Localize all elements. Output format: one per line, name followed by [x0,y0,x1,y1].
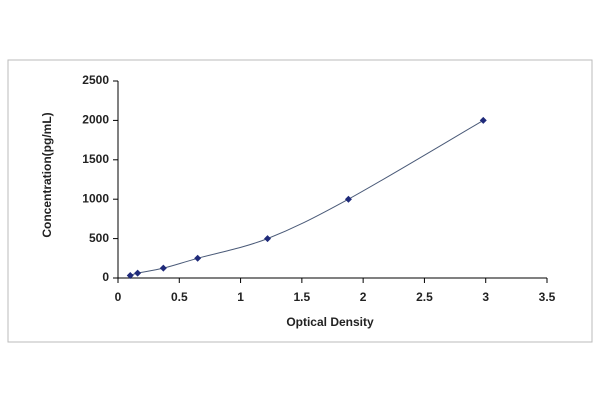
y-tick-label: 2500 [82,73,109,87]
data-point [264,235,272,243]
x-tick-label: 0.5 [171,290,188,304]
data-point [159,264,167,272]
data-point [479,116,487,124]
x-tick-label: 1 [237,290,244,304]
data-point [194,254,202,262]
x-tick-label: 0 [115,290,122,304]
y-axis-title: Concentration(pg/mL) [40,112,54,237]
y-tick-label: 0 [102,270,109,284]
data-point [134,269,142,277]
x-tick-label: 2.5 [416,290,433,304]
fit-curve [130,119,484,277]
x-tick-label: 3 [482,290,489,304]
y-tick-label: 1000 [82,191,109,205]
y-tick-label: 1500 [82,152,109,166]
x-tick-label: 3.5 [539,290,556,304]
x-tick-label: 2 [360,290,367,304]
data-point [126,272,134,280]
x-axis-title: Optical Density [286,315,374,329]
y-tick-label: 500 [89,231,109,245]
x-tick-label: 1.5 [294,290,311,304]
data-point [344,195,352,203]
chart-frame [7,59,593,343]
y-tick-label: 2000 [82,113,109,127]
